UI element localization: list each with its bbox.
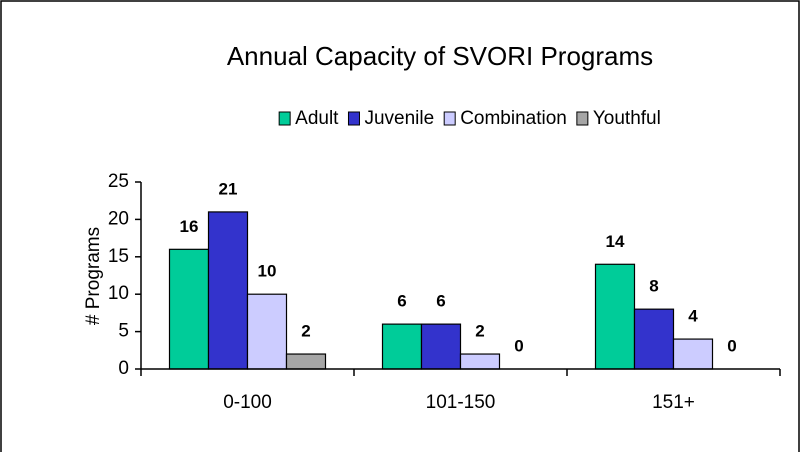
y-tick-label: 5 (118, 321, 129, 342)
legend-label: Juvenile (364, 108, 434, 129)
data-label: 14 (606, 232, 625, 251)
x-tick-label: 0-100 (223, 392, 272, 413)
bar (207, 211, 249, 370)
bar (459, 353, 501, 370)
y-tick-label: 25 (108, 171, 129, 192)
data-label: 10 (258, 262, 277, 281)
legend-swatch (443, 111, 456, 126)
y-tick-label: 0 (118, 358, 129, 379)
bar (672, 338, 714, 370)
data-label: 6 (436, 292, 445, 311)
data-label: 0 (727, 336, 736, 355)
chart-title: Annual Capacity of SVORI Programs (227, 41, 653, 71)
data-label: 2 (475, 322, 484, 341)
legend-label: Youthful (593, 108, 661, 129)
data-label: 16 (180, 217, 199, 236)
legend-swatch (347, 111, 360, 126)
bar (168, 248, 210, 370)
y-tick-label: 15 (108, 246, 129, 267)
bar (633, 308, 675, 370)
x-tick-label: 151+ (652, 392, 695, 413)
data-label: 4 (688, 307, 698, 326)
bar (246, 293, 288, 370)
y-tick-label: 20 (108, 208, 129, 229)
data-label: 8 (649, 277, 658, 296)
legend-label: Combination (460, 108, 567, 129)
data-label: 6 (397, 292, 406, 311)
legend-swatch (576, 111, 589, 126)
data-label: 0 (514, 336, 523, 355)
y-axis-label: # Programs (83, 227, 104, 325)
bar (285, 353, 327, 370)
data-label: 2 (301, 322, 310, 341)
x-tick-label: 101-150 (426, 392, 496, 413)
y-tick-label: 10 (108, 283, 129, 304)
data-label: 21 (219, 179, 238, 198)
bar (594, 263, 636, 370)
bar (420, 323, 462, 370)
bar (381, 323, 423, 370)
legend-label: Adult (295, 108, 339, 129)
legend-swatch (278, 111, 291, 126)
